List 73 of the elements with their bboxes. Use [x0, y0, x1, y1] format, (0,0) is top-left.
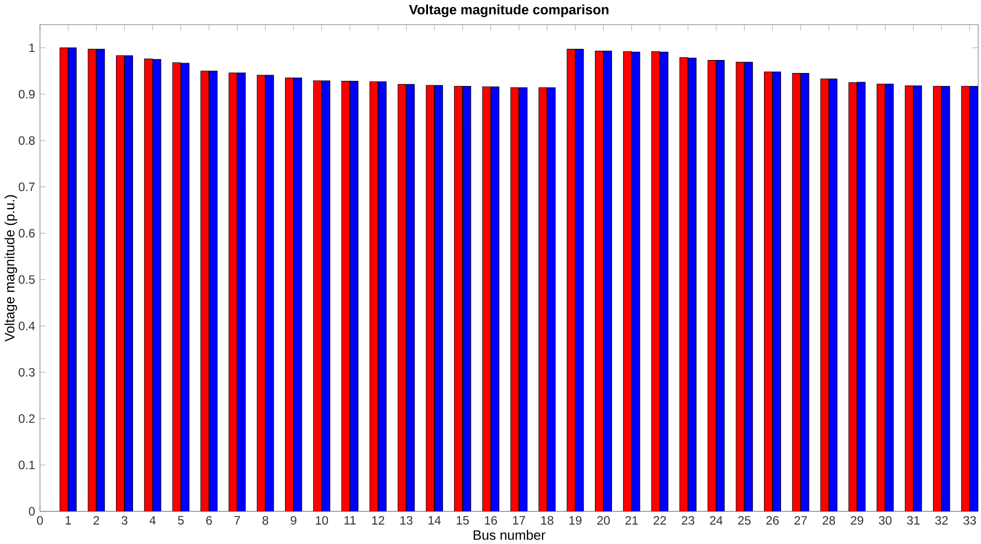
bar [60, 47, 68, 512]
x-tick-label: 25 [738, 516, 751, 525]
y-tick-label: 0.5 [18, 275, 35, 284]
x-tick-label: 17 [513, 516, 526, 524]
bar [623, 51, 632, 512]
x-tick-label: 10 [316, 516, 328, 525]
x-tick-label: 18 [541, 516, 554, 525]
x-tick-label: 2 [94, 516, 100, 524]
y-tick-label: 0.9 [18, 90, 35, 98]
x-tick-label: 28 [822, 516, 836, 525]
y-tick-label: 0.6 [18, 228, 35, 238]
x-tick-label: 22 [654, 516, 666, 524]
bar [820, 78, 829, 512]
x-tick-label: 13 [400, 516, 412, 525]
x-tick-label: 5 [178, 516, 184, 524]
bar [256, 74, 266, 512]
bar [904, 85, 914, 512]
y-tick-label: 1 [29, 43, 35, 52]
x-tick-label: 20 [597, 516, 610, 525]
bar [848, 82, 858, 512]
bar [764, 71, 773, 512]
bar [172, 62, 181, 512]
x-tick-label: 24 [710, 516, 723, 524]
x-tick-label: 4 [150, 516, 156, 524]
y-tick-label: 0.1 [18, 460, 35, 470]
bar [708, 60, 716, 512]
x-tick-label: 29 [850, 516, 864, 525]
bar [510, 87, 519, 512]
x-tick-label: 16 [484, 516, 497, 525]
x-tick-label: 7 [234, 516, 240, 524]
x-tick-label: 12 [372, 516, 384, 524]
chart-title: Voltage magnitude comparison [409, 4, 608, 17]
x-tick-label: 6 [206, 516, 212, 525]
x-tick-label: 31 [907, 516, 920, 525]
x-tick-label: 30 [878, 516, 892, 525]
bar [370, 81, 378, 512]
bar [651, 51, 660, 512]
bar [679, 57, 688, 512]
bar [454, 86, 463, 512]
x-tick-label: 3 [122, 516, 128, 525]
x-tick-label: 14 [428, 516, 441, 524]
x-tick-label: 1 [66, 516, 71, 524]
y-tick-label: 0 [28, 506, 35, 516]
x-tick-label: 23 [682, 516, 694, 525]
y-tick-label: 0.2 [18, 414, 35, 423]
y-tick-label: 0.4 [18, 321, 35, 330]
bar [200, 70, 210, 512]
bar [426, 84, 434, 512]
bar [538, 87, 548, 512]
bar [566, 48, 576, 512]
bar [594, 50, 604, 512]
x-tick-label: 9 [290, 516, 296, 525]
bar [285, 77, 294, 512]
x-axis-title: Bus number [474, 530, 546, 540]
y-axis-title: Voltage magnitude (p.u.) [4, 195, 18, 342]
x-tick-label: 27 [794, 516, 807, 524]
x-tick-label: 11 [344, 516, 356, 524]
x-tick-label: 19 [569, 516, 582, 525]
y-tick-label: 0.8 [18, 136, 35, 145]
bar [736, 62, 744, 512]
y-tick-label: 0.3 [18, 368, 35, 376]
x-tick-label: 8 [262, 516, 268, 525]
bar [116, 55, 125, 512]
y-tick-label: 0.7 [18, 182, 35, 192]
bar [933, 86, 942, 512]
bar [341, 80, 350, 512]
x-tick-label: 15 [456, 516, 469, 524]
x-tick-label: 33 [963, 516, 976, 525]
x-tick-label: 32 [935, 516, 948, 525]
x-tick-label: 0 [37, 516, 43, 525]
bar [88, 48, 96, 512]
x-tick-label: 21 [625, 516, 638, 524]
x-tick-label: 26 [766, 516, 779, 525]
